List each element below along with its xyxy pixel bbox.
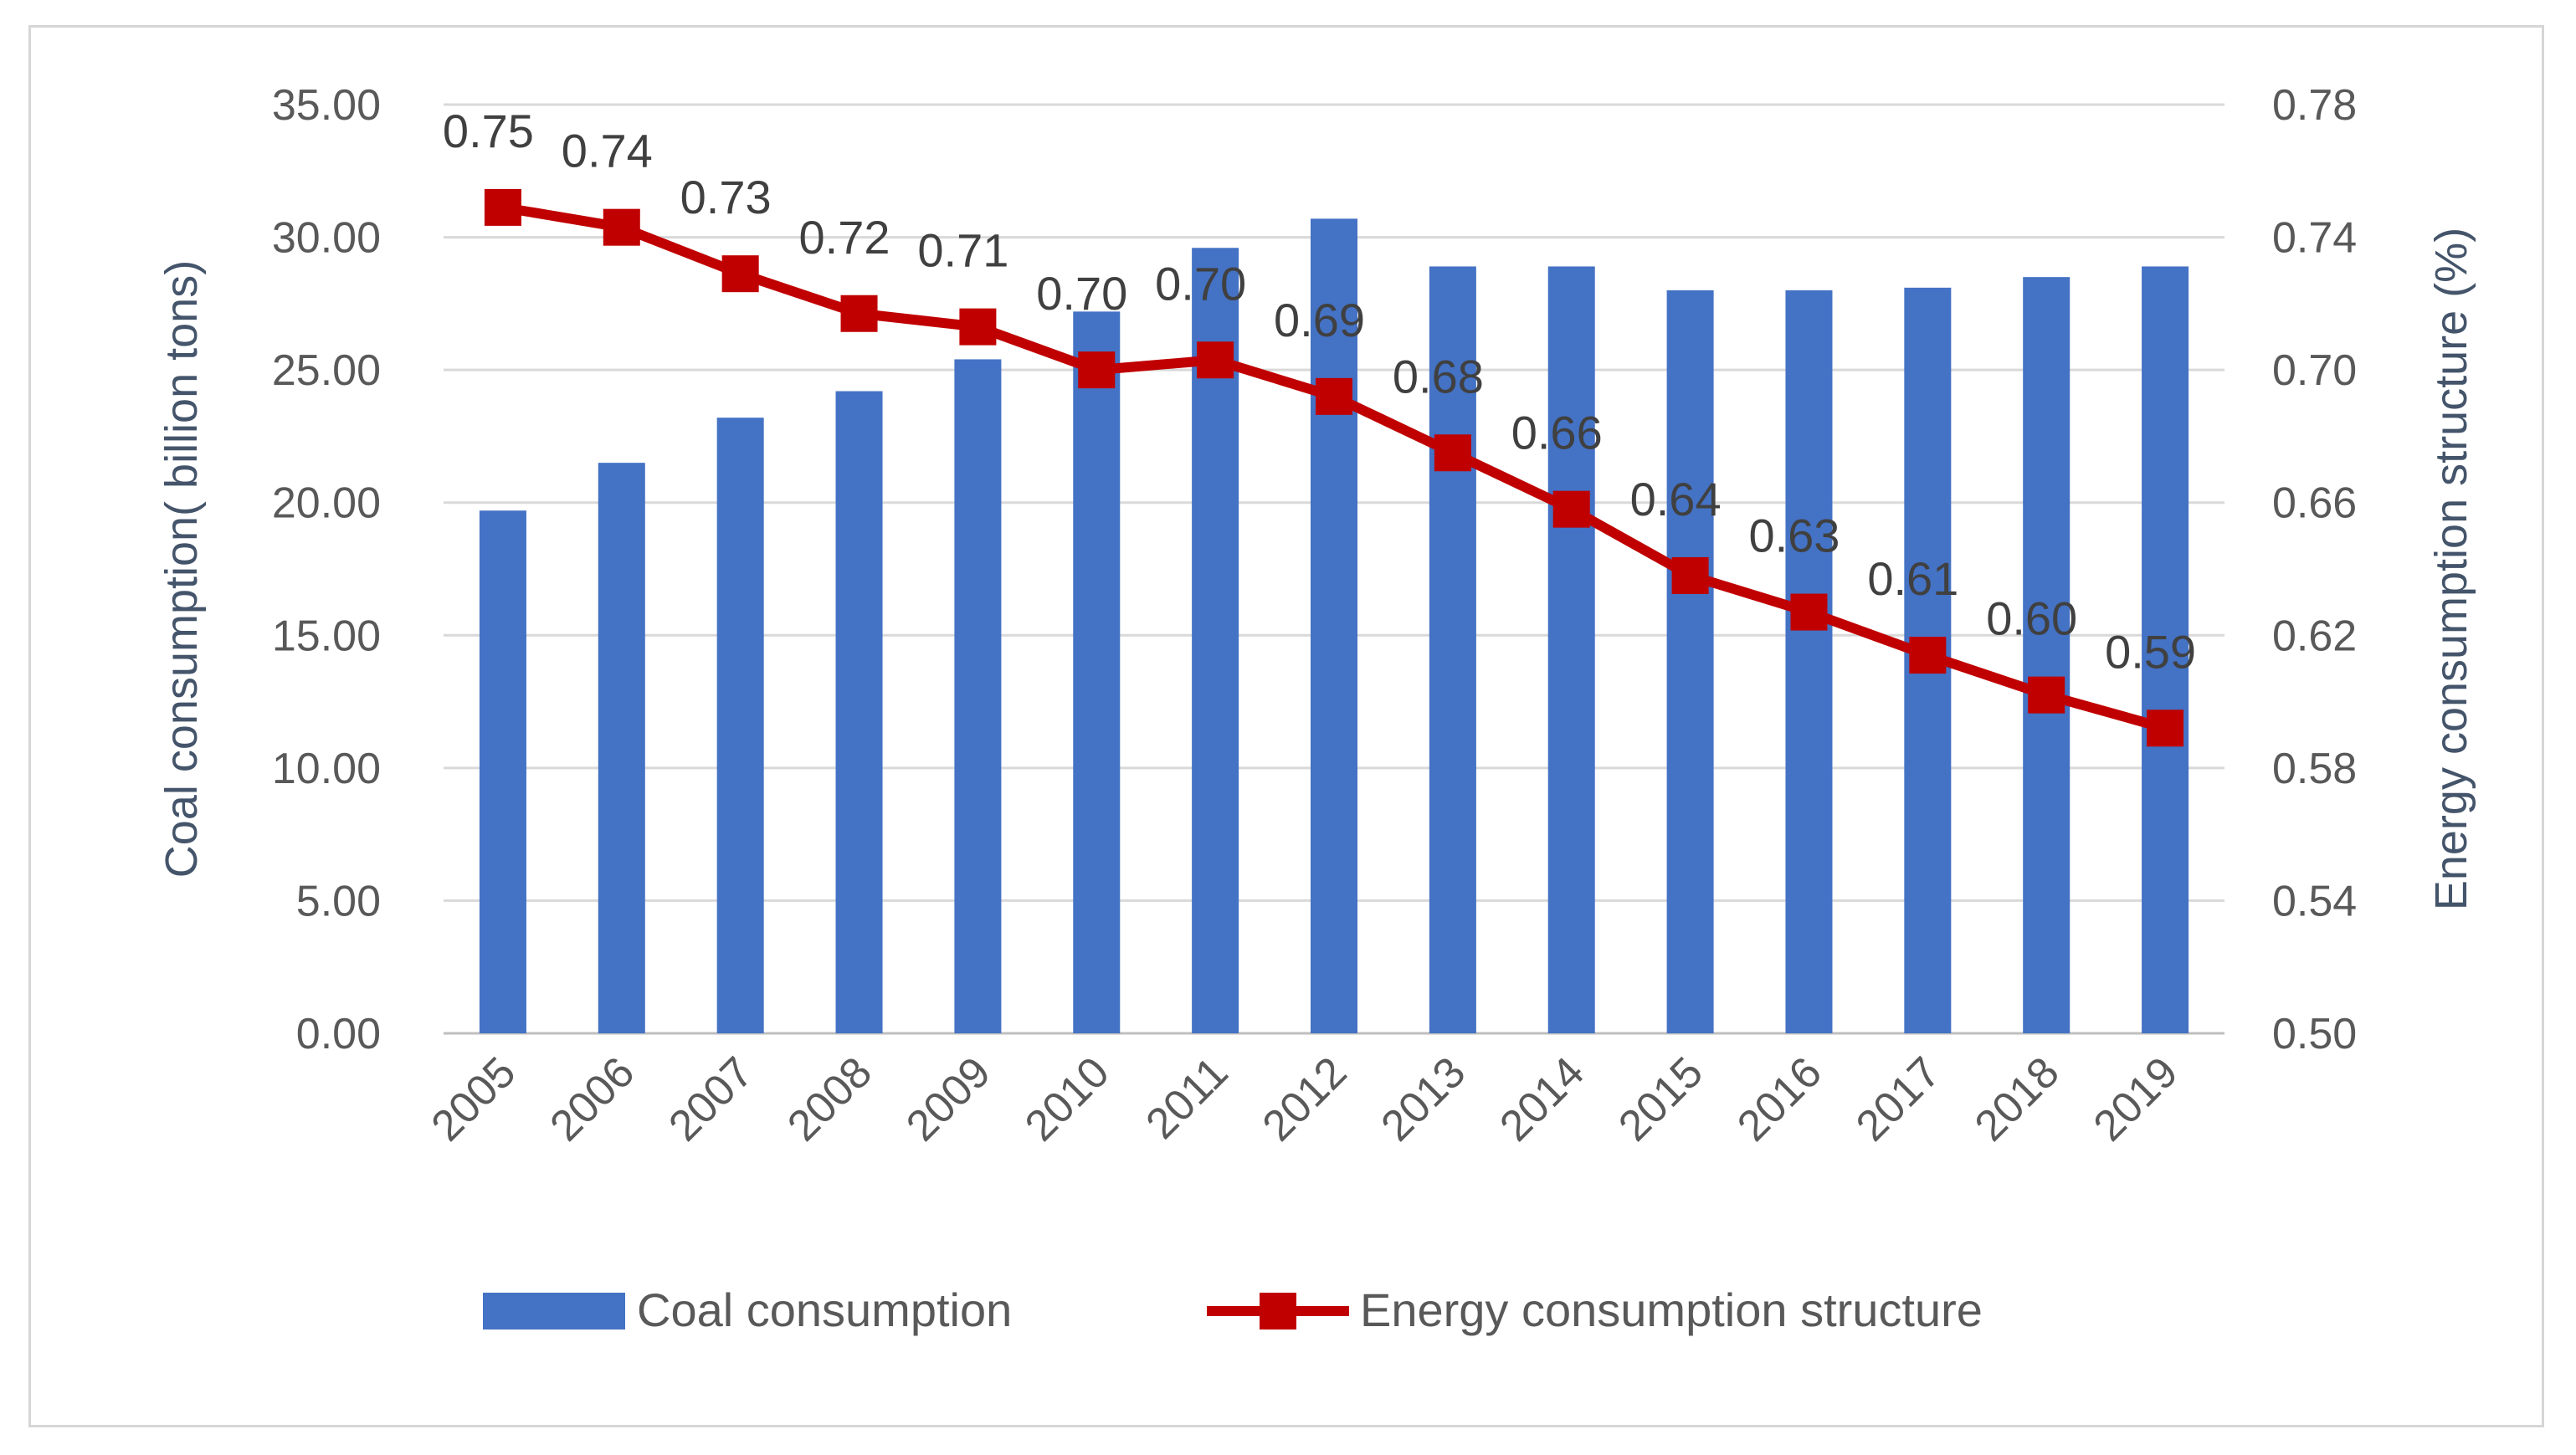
bar-coal-2012 [1311,218,1357,1033]
x-tick-label-2010: 2010 [1016,1048,1119,1150]
x-tick-label-2008: 2008 [778,1048,881,1150]
x-tick-label-2012: 2012 [1254,1048,1357,1150]
bar-coal-2008 [835,391,883,1033]
marker-energy-2012 [1316,377,1352,415]
marker-energy-2005 [484,188,521,226]
marker-energy-2008 [840,295,878,332]
data-label-2019: 0.59 [2105,625,2196,678]
data-label-2005: 0.75 [443,105,534,157]
right-axis-tick-label: 0.78 [2272,81,2357,130]
left-axis-tick-label: 20.00 [272,479,381,528]
data-label-2013: 0.68 [1393,350,1484,402]
data-label-2008: 0.72 [799,211,890,264]
marker-energy-2017 [1909,637,1947,674]
data-label-2006: 0.74 [562,125,653,177]
right-axis-title: Energy consumption structure (%) [2426,228,2476,910]
x-tick-label-2005: 2005 [423,1048,526,1150]
data-label-2011: 0.70 [1155,257,1246,310]
marker-energy-2018 [2028,676,2065,714]
x-tick-label-2017: 2017 [1847,1048,1950,1150]
bar-coal-2019 [2142,266,2189,1033]
marker-energy-2014 [1552,490,1590,528]
bar-coal-2005 [479,510,526,1033]
left-axis-ticks: 0.00 5.00 10.00 15.00 20.00 25.00 30.00 35.00 [272,81,381,1058]
marker-energy-2009 [959,308,997,346]
marker-energy-2011 [1197,341,1234,379]
legend-swatch-energy-marker [1260,1293,1296,1329]
x-tick-label-2018: 2018 [1966,1048,2069,1150]
x-tick-label-2014: 2014 [1491,1048,1593,1150]
bar-coal-2009 [954,359,1002,1033]
x-tick-label-2007: 2007 [659,1048,762,1150]
bar-coal-2011 [1192,248,1239,1033]
legend-label-energy: Energy consumption structure [1360,1283,1983,1336]
x-axis-ticks: 2005 2006 2007 2008 2009 2010 2011 2012 2013 2014… [423,1048,2188,1150]
marker-energy-2007 [721,255,759,293]
marker-energy-2013 [1434,434,1471,472]
right-axis-tick-label: 0.74 [2272,214,2357,263]
line-series [484,188,2184,747]
right-axis-ticks: 0.50 0.54 0.58 0.62 0.66 0.70 0.74 0.78 [2272,81,2357,1058]
marker-energy-2015 [1671,556,1709,594]
left-axis-tick-label: 5.00 [296,877,381,925]
chart-frame: 0.75 0.74 0.73 0.72 0.71 0.70 0.70 0.69 0.68 0.66… [28,25,2544,1427]
x-tick-label-2019: 2019 [2085,1048,2188,1150]
bar-coal-2016 [1785,290,1833,1033]
data-label-2010: 0.70 [1036,267,1127,320]
legend-swatch-coal [483,1293,625,1329]
data-label-2012: 0.69 [1274,294,1365,346]
left-axis-title: Coal consumption( billion tons) [157,260,207,878]
legend: Coal consumption Energy consumption stru… [483,1283,1983,1336]
bar-coal-2010 [1073,311,1121,1033]
left-axis-tick-label: 30.00 [272,214,381,263]
left-axis-tick-label: 15.00 [272,612,381,660]
left-axis-tick-label: 25.00 [272,346,381,395]
combo-chart: 0.75 0.74 0.73 0.72 0.71 0.70 0.70 0.69 0.68 0.66… [157,81,2476,1336]
data-label-2009: 0.71 [917,224,1008,277]
bar-coal-2015 [1666,290,1714,1033]
x-tick-label-2011: 2011 [1137,1048,1238,1148]
data-label-2007: 0.73 [680,171,772,223]
right-axis-tick-label: 0.66 [2272,479,2357,528]
marker-energy-2016 [1790,593,1828,631]
right-axis-tick-label: 0.58 [2272,745,2357,793]
legend-label-coal: Coal consumption [637,1283,1012,1336]
x-tick-label-2009: 2009 [897,1048,1000,1150]
marker-energy-2010 [1078,351,1116,389]
bar-series [479,218,2189,1034]
x-tick-label-2013: 2013 [1373,1048,1475,1150]
left-axis-tick-label: 0.00 [296,1010,381,1058]
right-axis-tick-label: 0.62 [2272,612,2357,660]
x-tick-label-2015: 2015 [1609,1048,1712,1150]
x-tick-label-2006: 2006 [541,1048,644,1150]
data-label-2017: 0.61 [1867,552,1958,605]
data-label-2016: 0.63 [1748,510,1840,562]
bar-coal-2006 [598,463,645,1033]
data-labels: 0.75 0.74 0.73 0.72 0.71 0.70 0.70 0.69 0.68 0.66… [443,105,2196,678]
bar-coal-2007 [716,418,764,1033]
data-label-2014: 0.66 [1511,407,1603,459]
data-label-2015: 0.64 [1630,473,1722,525]
bar-coal-2013 [1429,266,1476,1033]
x-tick-label-2016: 2016 [1728,1048,1831,1150]
bar-coal-2014 [1547,266,1595,1033]
marker-energy-2019 [2147,710,2184,747]
right-axis-tick-label: 0.50 [2272,1010,2357,1058]
right-axis-tick-label: 0.54 [2272,877,2357,925]
bar-coal-2018 [2023,277,2071,1034]
marker-energy-2006 [603,208,640,246]
left-axis-tick-label: 35.00 [272,81,381,130]
data-label-2018: 0.60 [1986,592,2077,645]
left-axis-tick-label: 10.00 [272,745,381,793]
right-axis-tick-label: 0.70 [2272,346,2357,395]
